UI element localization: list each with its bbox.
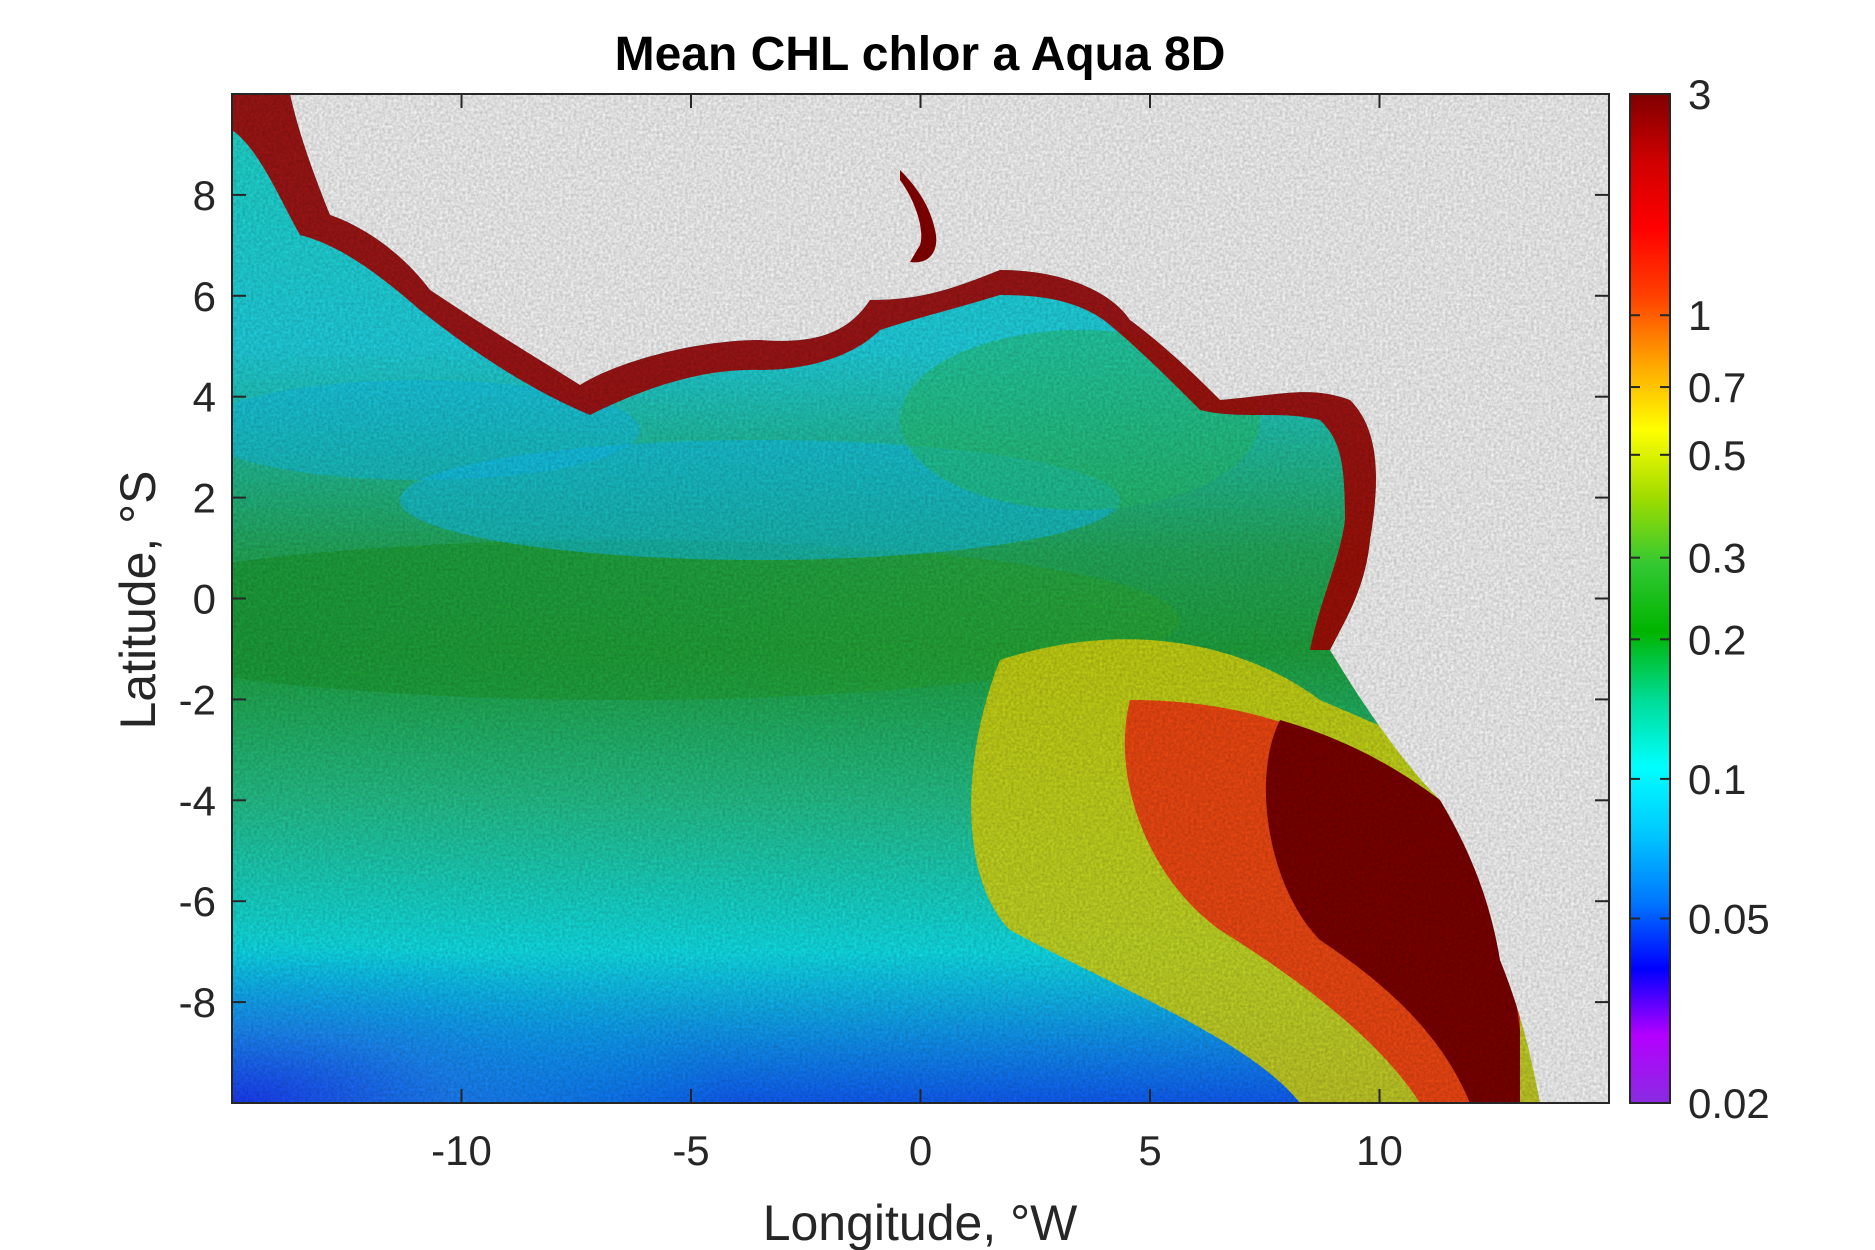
y-tick-label: 0 [193, 576, 216, 623]
y-tick-label: 4 [193, 374, 216, 421]
colorbar-tick-label: 0.7 [1688, 364, 1746, 411]
y-tick-label: 2 [193, 475, 216, 522]
colorbar-tick-label: 0.3 [1688, 535, 1746, 582]
colorbar-tick-label: 0.1 [1688, 756, 1746, 803]
x-tick-label: -5 [672, 1127, 709, 1174]
x-tick-label: 0 [909, 1127, 932, 1174]
x-axis-label: Longitude, °W [763, 1195, 1078, 1250]
colorbar-tick-label: 3 [1688, 71, 1711, 118]
colorbar-tick-label: 1 [1688, 292, 1711, 339]
x-tick-label: 5 [1138, 1127, 1161, 1174]
colorbar-tick-label: 0.02 [1688, 1080, 1770, 1127]
y-axis: 8 6 4 2 0 -2 -4 -6 -8 [179, 172, 1609, 1026]
colorbar [1629, 93, 1671, 1104]
x-tick-label: -10 [431, 1127, 492, 1174]
chlorophyll-map [232, 94, 1609, 1103]
y-tick-label: 6 [193, 273, 216, 320]
x-tick-label: 10 [1356, 1127, 1403, 1174]
y-axis-label: Latitude, °S [110, 470, 166, 729]
y-tick-label: -4 [179, 777, 216, 824]
colorbar-ticks: 3 1 0.7 0.5 0.3 0.2 0.1 0.05 0.02 [1630, 71, 1770, 1127]
y-tick-label: -8 [179, 979, 216, 1026]
y-tick-label: -6 [179, 878, 216, 925]
x-axis: -10 -5 0 5 10 [431, 94, 1403, 1174]
y-tick-label: 8 [193, 172, 216, 219]
y-tick-label: -2 [179, 676, 216, 723]
chart-title: Mean CHL chlor a Aqua 8D [615, 28, 1226, 81]
colorbar-tick-label: 0.05 [1688, 895, 1770, 942]
colorbar-tick-label: 0.5 [1688, 432, 1746, 479]
colorbar-tick-label: 0.2 [1688, 616, 1746, 663]
